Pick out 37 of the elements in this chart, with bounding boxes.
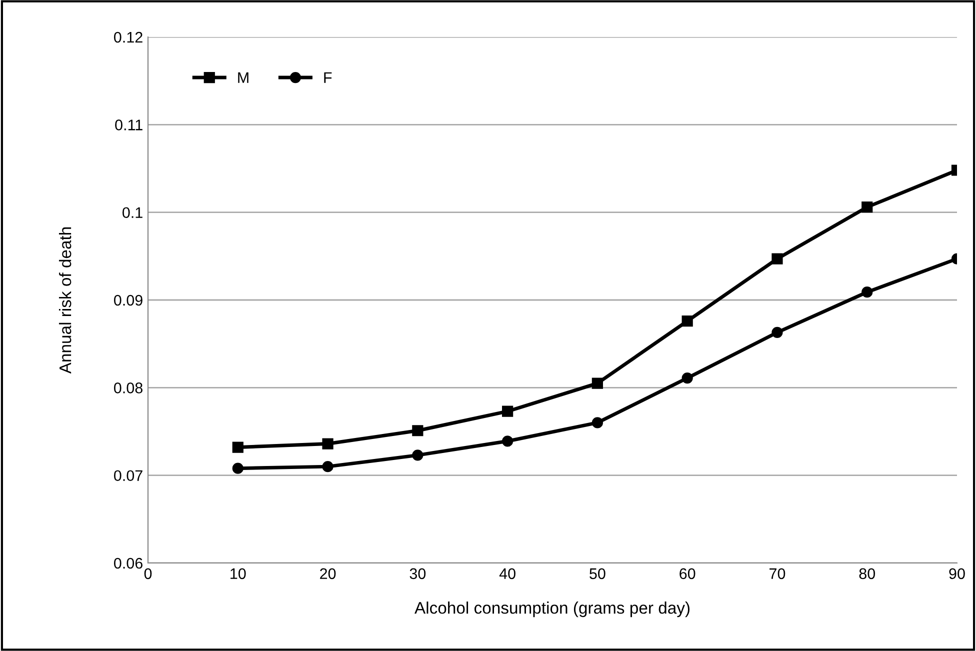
point: [682, 315, 693, 327]
legend-label: F: [324, 72, 332, 83]
x-tick-label: 50: [590, 568, 606, 580]
y-tick-label: 0.08: [114, 382, 142, 394]
y-tick-label: 0.11: [115, 120, 142, 130]
point: [862, 286, 873, 298]
x-tick-label: 70: [770, 568, 786, 580]
y-tick-label: 0.12: [114, 32, 142, 43]
y-tick-label: 0.1: [122, 207, 142, 218]
x-axis-title: Alcohol consumption (grams per day): [414, 602, 690, 618]
point: [502, 436, 514, 447]
point: [412, 450, 424, 461]
y-tick-label: 0.09: [114, 294, 142, 306]
x-tick-label: 0: [144, 568, 152, 580]
point: [322, 438, 334, 450]
legend-label: M: [238, 72, 248, 83]
x-tick-label: 10: [230, 568, 246, 580]
x-tick-label: 20: [320, 568, 336, 580]
point: [592, 417, 603, 428]
y-tick-label: 0.07: [114, 470, 142, 482]
point: [772, 326, 783, 338]
x-tick-label: 60: [680, 568, 696, 580]
point: [592, 378, 603, 389]
x-tick-label: 90: [949, 568, 965, 580]
point: [322, 461, 334, 472]
point: [682, 372, 693, 384]
point: [502, 406, 514, 417]
y-tick-label: 0.06: [114, 558, 142, 569]
point: [232, 442, 244, 453]
point: [862, 202, 873, 213]
point: [232, 462, 244, 474]
x-tick-label: 40: [499, 568, 516, 580]
y-axis-title: Annual risk of death: [58, 227, 72, 374]
x-tick-label: 80: [859, 568, 876, 580]
x-tick-label: 30: [410, 568, 426, 580]
point: [412, 425, 424, 436]
point: [772, 253, 783, 264]
